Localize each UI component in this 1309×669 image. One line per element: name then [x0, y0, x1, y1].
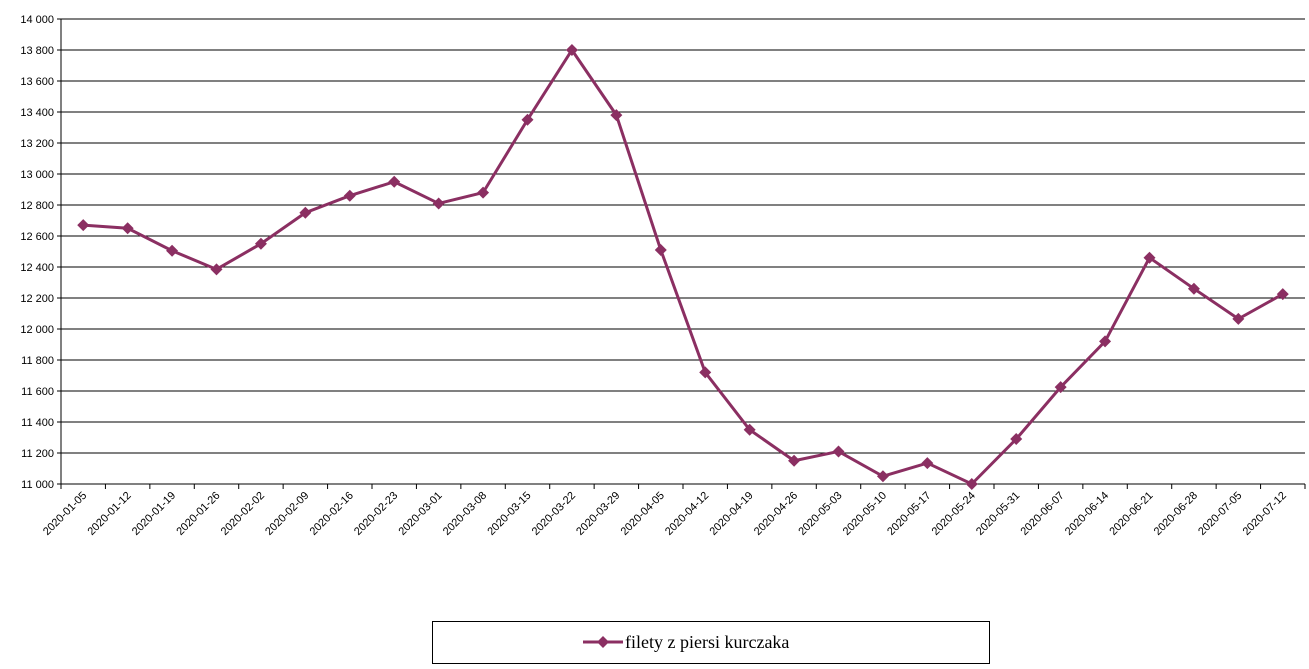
x-tick-label: 2020-06-28: [1152, 490, 1200, 538]
data-point: [343, 189, 356, 202]
y-tick-label: 11 600: [21, 386, 54, 398]
data-point: [743, 423, 756, 436]
x-tick-label: 2020-02-16: [308, 490, 356, 538]
legend-box: [432, 621, 990, 664]
x-tick-label: 2020-03-01: [396, 490, 444, 538]
data-point: [654, 243, 667, 256]
x-tick-label: 2020-07-12: [1241, 490, 1289, 538]
y-tick-label: 11 000: [21, 479, 54, 491]
data-point: [1187, 282, 1200, 295]
data-point: [876, 470, 889, 483]
x-tick-label: 2020-02-09: [263, 490, 311, 538]
x-tick-label: 2020-03-22: [530, 490, 578, 538]
data-point: [1054, 381, 1067, 394]
y-tick-label: 12 800: [20, 200, 54, 212]
x-tick-label: 2020-06-07: [1018, 490, 1066, 538]
data-point: [1099, 335, 1112, 348]
data-point: [477, 186, 490, 199]
data-point: [210, 263, 223, 276]
y-tick-label: 12 600: [20, 231, 54, 243]
y-tick-label: 12 000: [20, 324, 54, 336]
x-tick-label: 2020-01-19: [130, 490, 178, 538]
x-tick-label: 2020-03-08: [441, 490, 489, 538]
data-point: [521, 113, 534, 126]
data-point: [299, 206, 312, 219]
x-tick-label: 2020-04-05: [619, 490, 667, 538]
data-point: [1276, 288, 1289, 301]
y-tick-label: 13 600: [20, 76, 54, 88]
y-tick-label: 11 400: [21, 417, 54, 429]
y-tick-label: 11 200: [21, 448, 54, 460]
data-point: [388, 175, 401, 188]
data-point: [699, 366, 712, 379]
data-point: [788, 454, 801, 467]
data-point: [565, 44, 578, 56]
data-point: [166, 244, 179, 257]
x-tick-label: 2020-01-26: [174, 490, 222, 538]
x-tick-label: 2020-04-19: [707, 490, 755, 538]
x-tick-label: 2020-01-05: [41, 490, 89, 538]
x-tick-label: 2020-02-23: [352, 490, 400, 538]
data-point: [77, 219, 90, 232]
x-tick-label: 2020-05-31: [974, 490, 1022, 538]
data-point: [832, 445, 845, 458]
y-tick-label: 12 400: [20, 262, 54, 274]
data-point: [1232, 312, 1245, 325]
data-point: [432, 197, 445, 210]
data-point: [921, 457, 934, 470]
x-tick-label: 2020-02-02: [219, 490, 267, 538]
y-tick-label: 13 800: [20, 45, 54, 57]
x-tick-label: 2020-03-29: [574, 490, 622, 538]
data-point: [254, 237, 267, 250]
legend-label: filety z piersi kurczaka: [625, 632, 789, 652]
x-tick-label: 2020-04-26: [752, 490, 800, 538]
x-tick-label: 2020-07-05: [1196, 490, 1244, 538]
x-tick-label: 2020-01-12: [85, 490, 133, 538]
legend-marker: [597, 636, 609, 648]
x-tick-label: 2020-05-17: [885, 490, 933, 538]
x-tick-label: 2020-05-03: [796, 490, 844, 538]
y-tick-label: 11 800: [21, 355, 54, 367]
y-tick-label: 13 400: [20, 107, 54, 119]
data-point: [121, 222, 134, 235]
x-tick-label: 2020-05-24: [930, 490, 978, 538]
x-tick-label: 2020-06-21: [1107, 490, 1155, 538]
y-tick-label: 13 000: [20, 169, 54, 181]
x-tick-label: 2020-03-15: [485, 490, 533, 538]
y-tick-label: 14 000: [20, 14, 54, 26]
y-tick-label: 12 200: [20, 293, 54, 305]
data-point: [1143, 251, 1156, 264]
x-tick-label: 2020-06-14: [1063, 490, 1111, 538]
series-line: [83, 47, 1284, 486]
y-tick-label: 13 200: [20, 138, 54, 150]
data-point: [1010, 433, 1023, 446]
x-tick-label: 2020-04-12: [663, 490, 711, 538]
data-point: [965, 478, 978, 490]
data-point: [610, 109, 623, 122]
x-tick-label: 2020-05-10: [841, 490, 889, 538]
